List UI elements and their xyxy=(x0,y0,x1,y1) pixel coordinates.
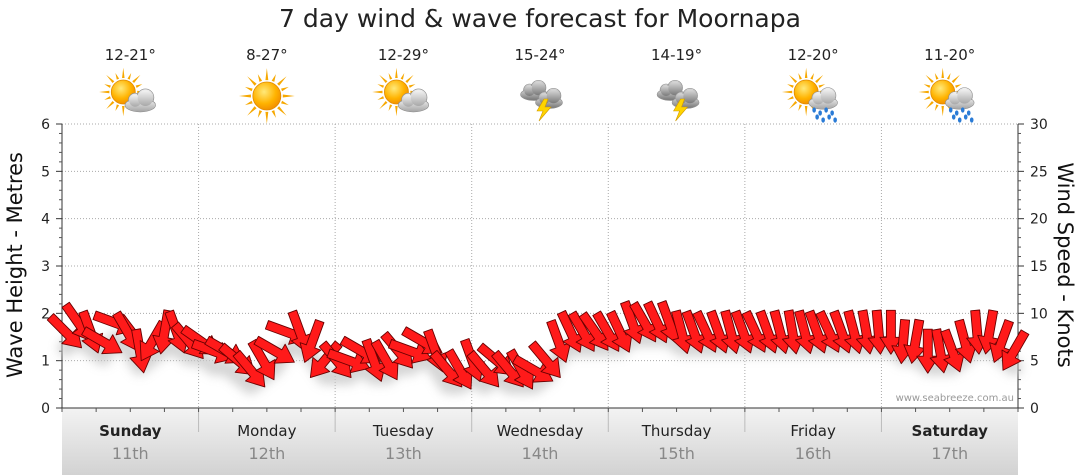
right-axis-tick-label: 10 xyxy=(1030,306,1048,322)
left-axis-tick-label: 4 xyxy=(41,212,50,228)
right-axis-tick-label: 30 xyxy=(1030,117,1048,133)
wind-arrow xyxy=(466,349,500,388)
day-columns: 12-21° Sunday 11th 8-27° Monday 12th 12-29° Tue… xyxy=(99,46,988,463)
thunderstorm-icon xyxy=(656,79,700,122)
right-axis-tick-label: 0 xyxy=(1030,401,1039,417)
day-temperature: 14-19° xyxy=(651,46,702,64)
right-axis-tick-label: 25 xyxy=(1030,164,1048,180)
day-column: 12-20° Friday 16th xyxy=(781,46,839,463)
day-temperature: 12-20° xyxy=(788,46,839,64)
day-name: Thursday xyxy=(641,422,712,440)
wind-arrow xyxy=(916,328,940,374)
wind-arrow xyxy=(253,335,295,364)
left-axis-tick-label: 5 xyxy=(41,164,50,180)
wind-arrow-series xyxy=(46,300,1030,390)
wind-arrow xyxy=(81,326,123,355)
day-date: 15th xyxy=(658,444,695,463)
day-name: Monday xyxy=(237,422,296,440)
wind-arrow xyxy=(940,328,965,373)
right-axis-tick-label: 20 xyxy=(1030,212,1048,228)
thunderstorm-icon xyxy=(520,79,563,122)
wind-arrow xyxy=(977,309,1000,355)
left-axis-tick-label: 0 xyxy=(41,401,50,417)
partly-cloudy-icon xyxy=(372,67,430,117)
day-column: 12-29° Tuesday 13th xyxy=(372,46,434,463)
day-date: 17th xyxy=(931,444,968,463)
wind-arrow xyxy=(1001,329,1030,371)
day-name: Sunday xyxy=(99,422,162,440)
wave-height-axis-title: Wave Height - Metres xyxy=(3,152,27,378)
right-axis-tick-label: 5 xyxy=(1030,354,1039,370)
day-name: Wednesday xyxy=(497,422,584,440)
wind-speed-axis-title: Wind Speed - Knots xyxy=(1053,162,1077,367)
day-column: 12-21° Sunday 11th xyxy=(99,46,162,463)
wind-arrow xyxy=(606,310,633,353)
day-temperature: 8-27° xyxy=(246,46,288,64)
left-axis-tick-label: 2 xyxy=(41,306,50,322)
day-date: 13th xyxy=(385,444,422,463)
day-name: Tuesday xyxy=(372,422,434,440)
wind-speed-axis: 0 5 10 15 20 25 30 xyxy=(1017,117,1048,417)
watermark: www.seabreeze.com.au xyxy=(896,393,1014,404)
day-date: 11th xyxy=(112,444,149,463)
partly-cloudy-rain-icon xyxy=(918,67,975,123)
wind-arrow xyxy=(546,319,571,363)
chart-title: 7 day wind & wave forecast for Moornapa xyxy=(279,4,801,33)
day-column: 11-20° Saturday 17th xyxy=(912,46,989,463)
partly-cloudy-icon xyxy=(99,67,156,117)
day-temperature: 11-20° xyxy=(924,46,975,64)
wind-arrow xyxy=(299,319,325,363)
wind-arrow xyxy=(903,318,926,364)
day-name: Saturday xyxy=(912,422,989,440)
day-date: 12th xyxy=(248,444,285,463)
left-axis-tick-label: 6 xyxy=(41,117,50,133)
day-date: 14th xyxy=(522,444,559,463)
wind-arrow xyxy=(989,319,1014,363)
sunny-icon xyxy=(238,68,295,124)
right-axis-tick-label: 15 xyxy=(1030,259,1048,275)
day-axis-band xyxy=(62,408,1018,475)
left-axis-tick-label: 3 xyxy=(41,259,50,275)
wind-arrow xyxy=(512,354,554,383)
wind-arrow xyxy=(287,309,313,354)
wind-arrow xyxy=(879,309,903,355)
day-temperature: 12-29° xyxy=(378,46,429,64)
wave-height-axis: 0 1 2 3 4 5 6 xyxy=(41,117,63,417)
wind-arrow xyxy=(528,340,561,379)
day-date: 16th xyxy=(795,444,832,463)
day-temperature: 15-24° xyxy=(514,46,565,64)
left-axis-tick-label: 1 xyxy=(41,354,50,370)
day-name: Friday xyxy=(790,422,836,440)
partly-cloudy-rain-icon xyxy=(781,67,838,123)
day-temperature: 12-21° xyxy=(105,46,156,64)
day-column: 15-24° Wednesday 14th xyxy=(497,46,584,463)
day-column: 14-19° Thursday 15th xyxy=(641,46,712,463)
wind-arrow xyxy=(247,338,276,381)
day-column: 8-27° Monday 12th xyxy=(237,46,296,463)
